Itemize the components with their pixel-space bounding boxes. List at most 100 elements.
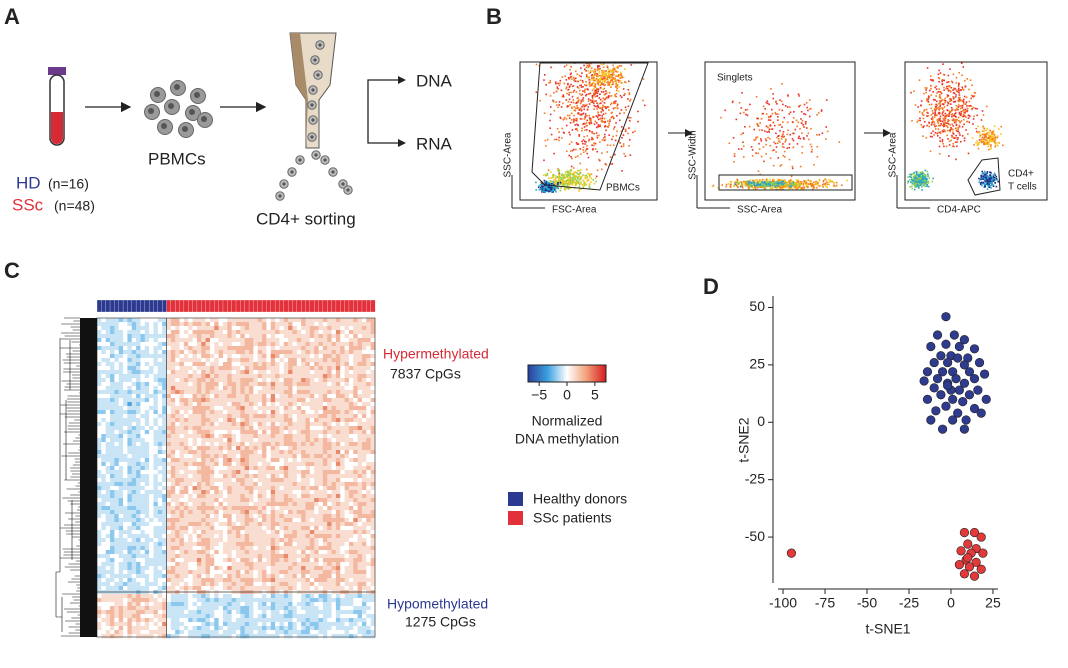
event (784, 180, 786, 182)
annotation-cell (170, 299, 176, 313)
event (976, 114, 978, 117)
heat-cell (110, 398, 115, 403)
heat-cell (110, 318, 115, 323)
heat-cell (140, 466, 146, 471)
heat-cell (101, 478, 106, 483)
event (742, 181, 745, 184)
event (984, 134, 986, 136)
event (834, 185, 837, 188)
heat-cell (131, 630, 137, 635)
event (553, 189, 556, 192)
event (981, 139, 984, 141)
event (986, 142, 988, 145)
event (741, 185, 744, 188)
event (562, 179, 565, 182)
event (806, 182, 809, 185)
event (599, 77, 602, 80)
event (989, 176, 991, 178)
heat-cell (170, 362, 176, 367)
event (809, 108, 811, 110)
event (617, 75, 620, 77)
heat-cell (162, 414, 167, 419)
event (967, 114, 970, 117)
event (826, 130, 829, 133)
event (927, 185, 930, 188)
heat-cell (157, 626, 163, 631)
event (963, 118, 965, 121)
event (556, 86, 559, 89)
heat-cell (131, 342, 137, 347)
event (976, 107, 978, 110)
heat-cell (153, 554, 159, 559)
heat-cell (157, 546, 163, 551)
event (758, 148, 761, 150)
heat-cell (118, 478, 124, 483)
event (605, 129, 607, 132)
event (609, 156, 612, 158)
event (790, 186, 793, 188)
event (939, 117, 941, 120)
heat-cell (144, 618, 150, 623)
heat-cell (123, 618, 128, 623)
heat-cell (114, 378, 120, 383)
heat-cell (153, 474, 159, 479)
gate-label: CD4+ (1008, 169, 1034, 180)
heat-cell (105, 414, 111, 419)
event (587, 66, 590, 69)
heat-cell (144, 562, 150, 567)
event (772, 179, 775, 182)
event (608, 134, 610, 136)
event (909, 179, 911, 181)
heat-cell (149, 338, 154, 343)
heat-cell (149, 526, 154, 531)
event (828, 183, 830, 186)
heat-cell (105, 510, 111, 515)
gate-label: Singlets (717, 73, 753, 84)
event (624, 155, 627, 158)
heat-cell (140, 606, 146, 611)
event (569, 179, 572, 182)
heat-cell (157, 402, 163, 407)
heat-cell (149, 402, 154, 407)
event (935, 105, 937, 108)
heat-cell (166, 378, 172, 383)
heat-cell (127, 570, 133, 575)
heat-cell (110, 422, 115, 427)
event (603, 133, 606, 136)
event (797, 93, 800, 95)
event (565, 118, 568, 120)
event (818, 185, 820, 187)
heat-cell (97, 518, 102, 523)
event (550, 187, 552, 190)
event (973, 144, 975, 146)
event (786, 121, 789, 124)
heat-cell (170, 598, 176, 603)
heat-cell (157, 526, 163, 531)
event (566, 105, 569, 108)
heat-cell (105, 566, 111, 571)
event (981, 173, 984, 175)
event (769, 137, 771, 140)
event (954, 100, 956, 103)
event (736, 179, 739, 182)
heat-cell (170, 634, 176, 639)
event (783, 179, 786, 182)
event (754, 188, 757, 191)
event (544, 139, 547, 142)
heat-cell (170, 478, 176, 483)
heat-cell (162, 418, 167, 423)
event (572, 76, 575, 79)
event (622, 145, 625, 147)
event (777, 179, 780, 181)
event (799, 181, 802, 184)
event (535, 63, 538, 66)
event (574, 77, 577, 80)
event (586, 114, 588, 117)
event (594, 69, 597, 71)
event (820, 109, 823, 111)
heat-cell (127, 618, 133, 623)
event (609, 103, 612, 106)
event (615, 70, 617, 73)
event (952, 128, 954, 131)
heat-cell (166, 454, 172, 459)
